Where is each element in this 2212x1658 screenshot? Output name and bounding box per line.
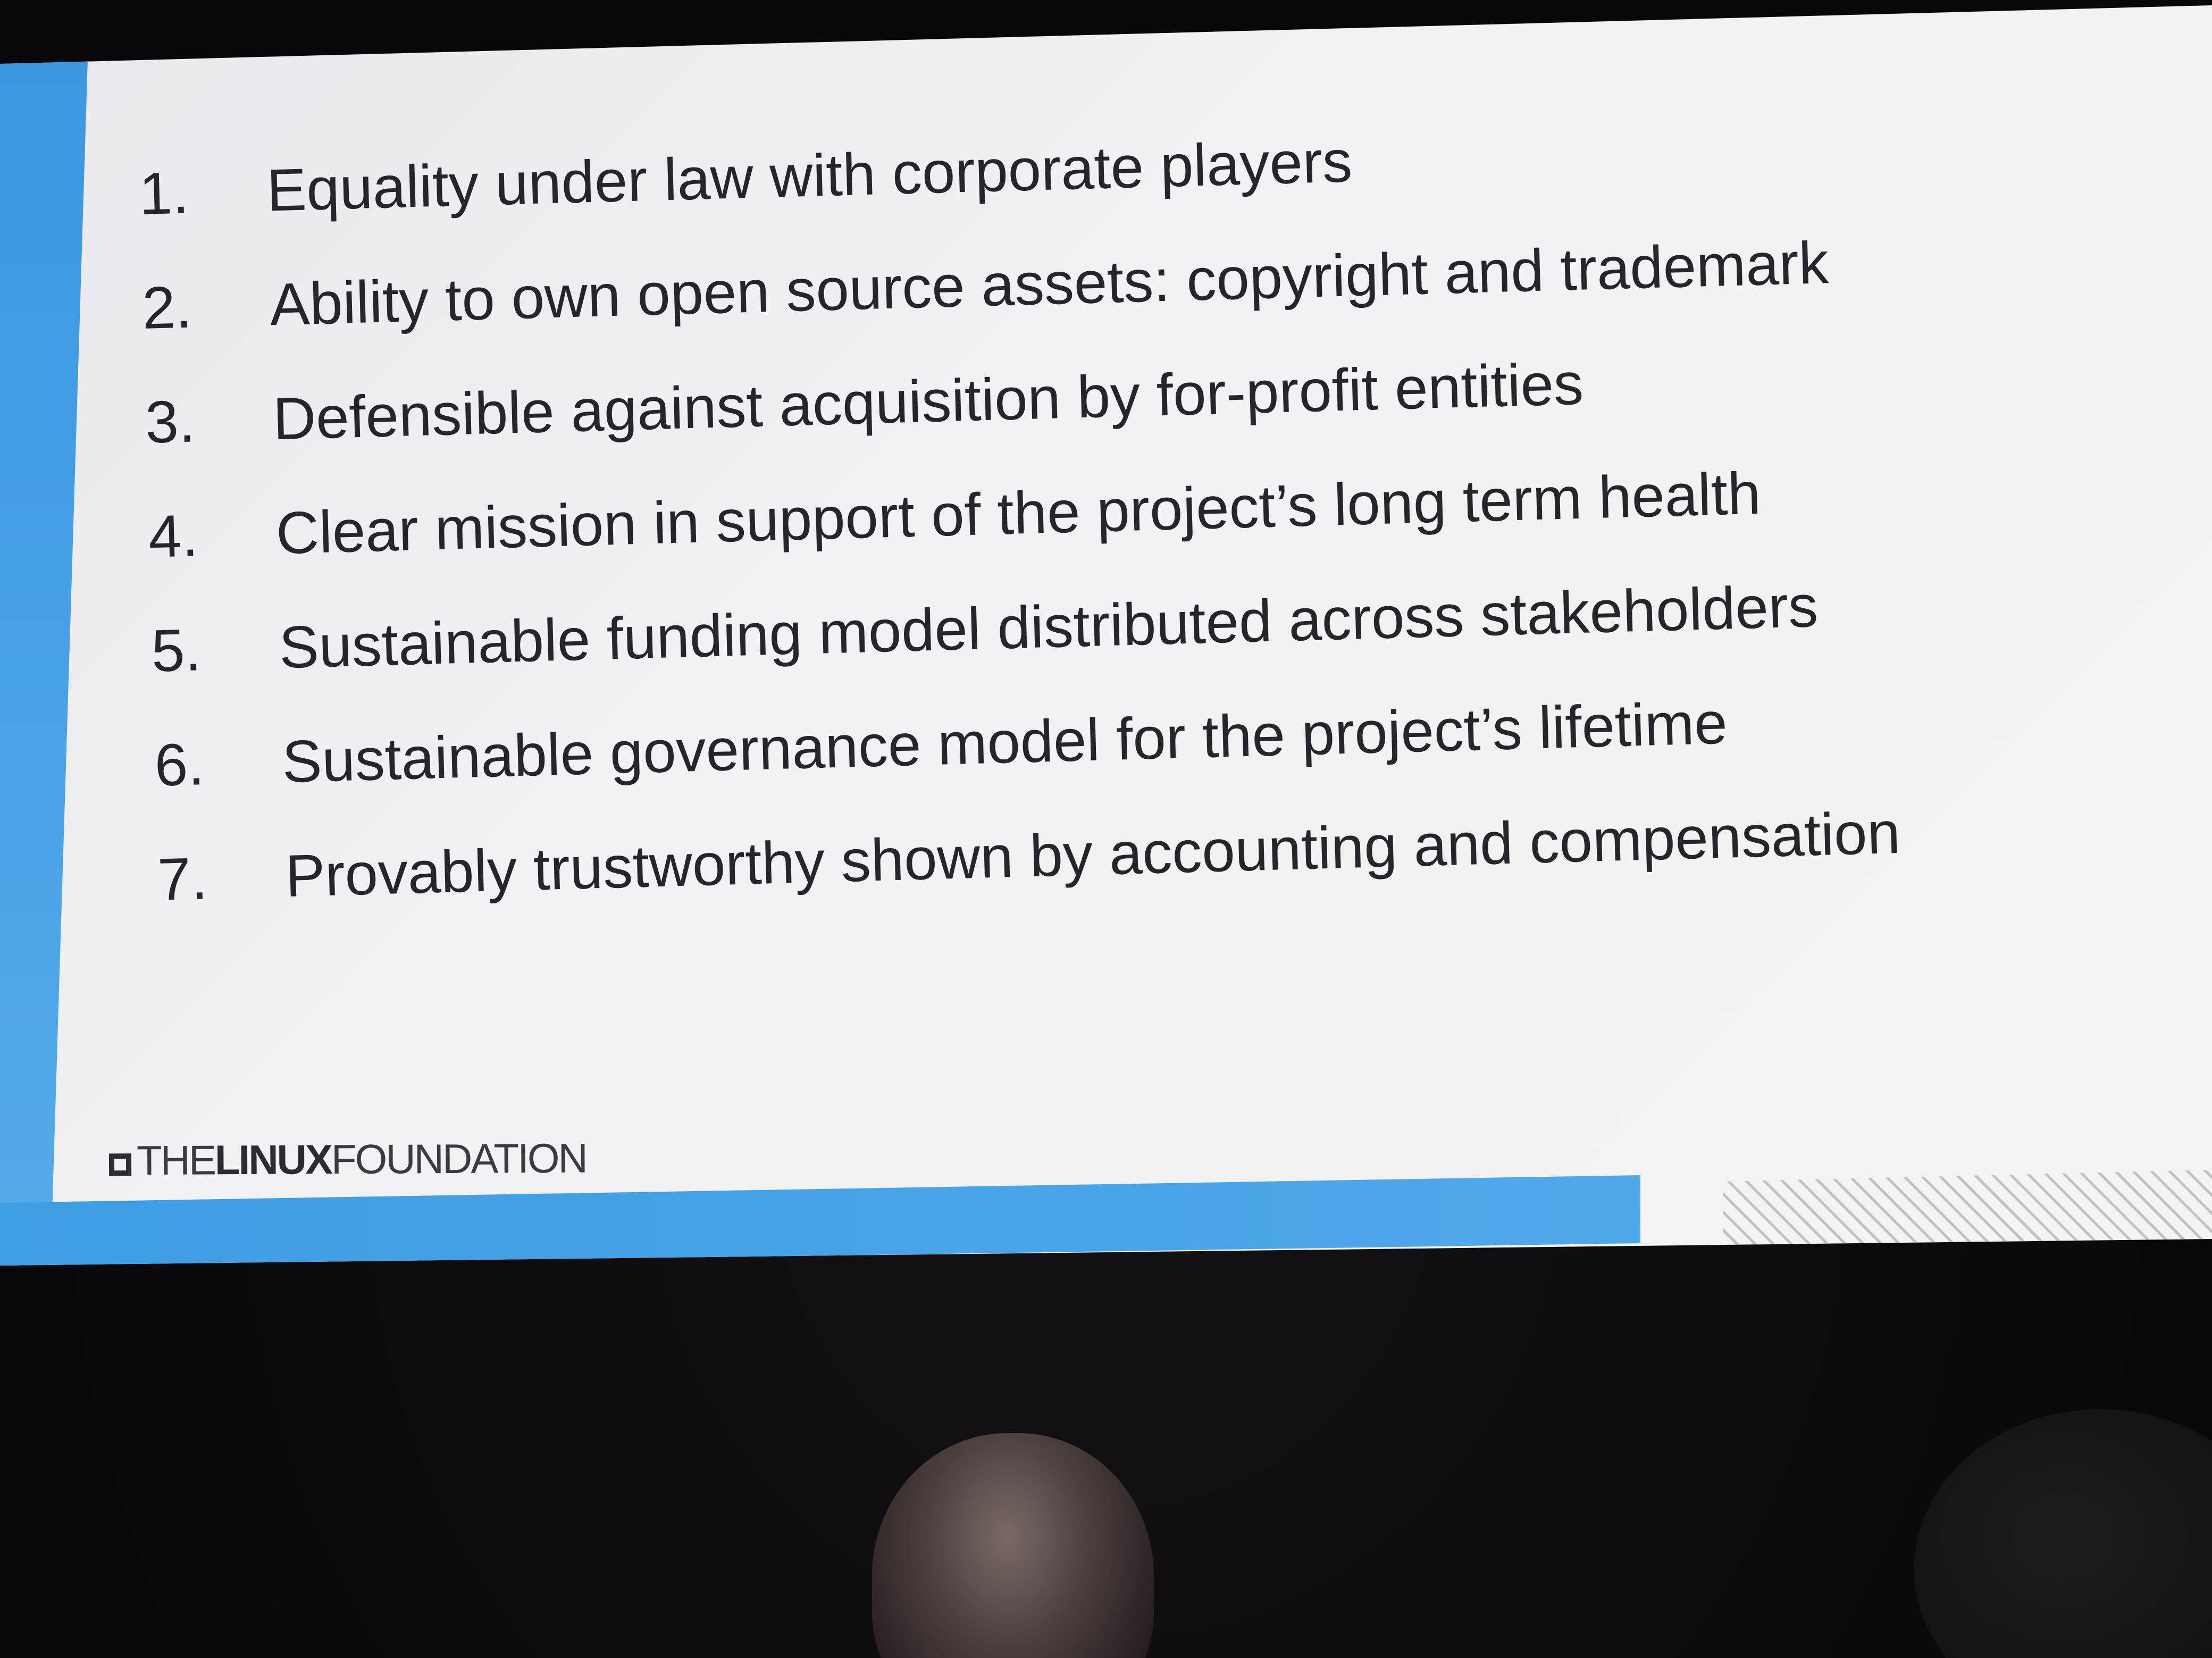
logo-text-the: THE — [136, 1136, 215, 1184]
slide-left-accent-bar — [0, 60, 88, 1266]
list-item-number: 6. — [154, 731, 205, 799]
logo-square-icon — [108, 1153, 132, 1176]
logo-text-linux: LINUX — [214, 1136, 332, 1184]
requirements-list: 1. Equality under law with corporate pla… — [138, 105, 2180, 959]
list-item-number: 7. — [156, 845, 208, 913]
list-item-number: 1. — [138, 159, 190, 227]
audience-silhouette-right — [1914, 1409, 2212, 1658]
slide-bottom-accent-bar — [0, 1175, 1640, 1266]
slide-hatch-pattern — [1723, 1170, 2212, 1250]
logo-text-foundation: FOUNDATION — [331, 1134, 587, 1183]
list-item-number: 4. — [147, 502, 199, 570]
list-item-text: Equality under law with corporate player… — [265, 128, 1353, 224]
list-item-number: 5. — [150, 616, 203, 684]
linux-foundation-logo: THELINUXFOUNDATION — [108, 1134, 587, 1185]
list-item-number: 2. — [141, 273, 193, 341]
list-item-number: 3. — [144, 388, 196, 456]
projected-slide: 1. Equality under law with corporate pla… — [0, 5, 2212, 1266]
audience-head-silhouette — [872, 1433, 1154, 1658]
